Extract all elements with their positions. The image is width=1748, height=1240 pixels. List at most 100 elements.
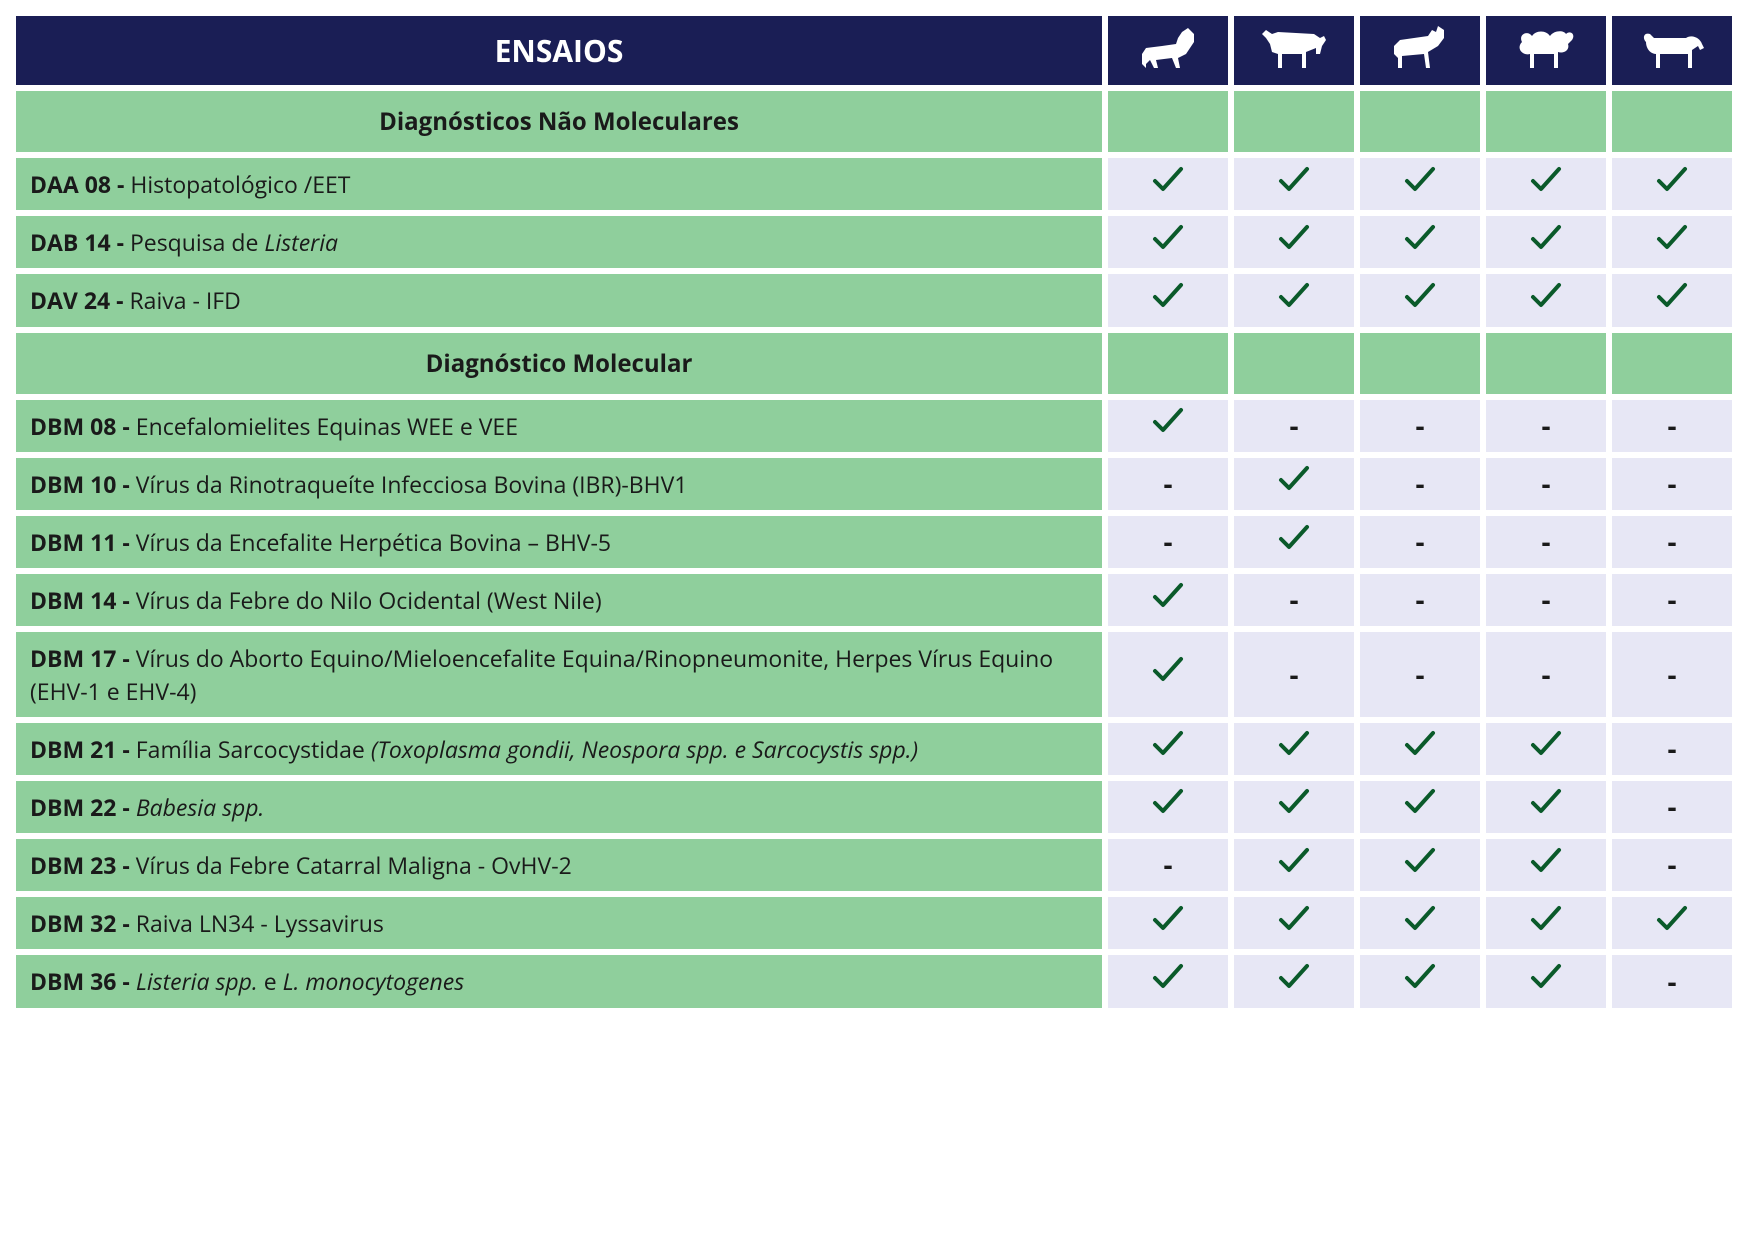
table-row: DBM 21 - Família Sarcocystidae (Toxoplas… bbox=[16, 723, 1732, 775]
value-cell bbox=[1360, 897, 1480, 949]
value-cell bbox=[1108, 574, 1228, 626]
check-icon bbox=[1151, 584, 1185, 622]
row-desc: Histopatológico /EET bbox=[124, 168, 350, 200]
section-animal-cell bbox=[1360, 91, 1480, 152]
value-cell: - bbox=[1234, 574, 1354, 626]
value-cell bbox=[1486, 158, 1606, 210]
dash-mark: - bbox=[1667, 581, 1676, 619]
header-animal-pig bbox=[1612, 16, 1732, 85]
row-desc: Raiva LN34 - Lyssavirus bbox=[130, 907, 384, 939]
check-icon bbox=[1655, 168, 1689, 206]
dash-mark: - bbox=[1289, 407, 1298, 445]
value-cell: - bbox=[1360, 574, 1480, 626]
section-animal-cell bbox=[1486, 91, 1606, 152]
section-animal-cell bbox=[1612, 91, 1732, 152]
row-code: DBM 11 - bbox=[30, 526, 130, 558]
row-code: DAV 24 - bbox=[30, 284, 124, 316]
value-cell bbox=[1612, 274, 1732, 326]
check-icon bbox=[1403, 284, 1437, 322]
row-label: DBM 22 - Babesia spp. bbox=[16, 781, 1102, 833]
section-title: Diagnósticos Não Moleculares bbox=[16, 91, 1102, 152]
check-icon bbox=[1151, 790, 1185, 828]
row-code: DBM 21 - bbox=[30, 733, 130, 765]
value-cell bbox=[1486, 955, 1606, 1007]
row-desc-italic: (Toxoplasma gondii, Neospora spp. e Sarc… bbox=[371, 733, 918, 765]
table-row: DBM 10 - Vírus da Rinotraqueíte Infeccio… bbox=[16, 458, 1732, 510]
value-cell bbox=[1108, 400, 1228, 452]
check-icon bbox=[1529, 168, 1563, 206]
section-row: Diagnósticos Não Moleculares bbox=[16, 91, 1732, 152]
value-cell bbox=[1612, 897, 1732, 949]
value-cell: - bbox=[1612, 723, 1732, 775]
row-label: DBM 10 - Vírus da Rinotraqueíte Infeccio… bbox=[16, 458, 1102, 510]
value-cell bbox=[1360, 216, 1480, 268]
goat-icon bbox=[1384, 55, 1456, 77]
value-cell: - bbox=[1612, 781, 1732, 833]
dash-mark: - bbox=[1415, 523, 1424, 561]
value-cell bbox=[1234, 955, 1354, 1007]
row-code: DBM 23 - bbox=[30, 849, 130, 881]
dash-mark: - bbox=[1163, 523, 1172, 561]
row-label: DBM 08 - Encefalomielites Equinas WEE e … bbox=[16, 400, 1102, 452]
check-icon bbox=[1529, 732, 1563, 770]
check-icon bbox=[1529, 226, 1563, 264]
section-animal-cell bbox=[1486, 333, 1606, 394]
check-icon bbox=[1529, 790, 1563, 828]
table-row: DBM 08 - Encefalomielites Equinas WEE e … bbox=[16, 400, 1732, 452]
value-cell: - bbox=[1612, 632, 1732, 716]
value-cell bbox=[1108, 955, 1228, 1007]
check-icon bbox=[1655, 226, 1689, 264]
check-icon bbox=[1151, 907, 1185, 945]
value-cell bbox=[1234, 516, 1354, 568]
header-title: ENSAIOS bbox=[16, 16, 1102, 85]
header-row: ENSAIOS bbox=[16, 16, 1732, 85]
row-desc: Vírus da Febre do Nilo Ocidental (West N… bbox=[130, 584, 602, 616]
value-cell: - bbox=[1234, 400, 1354, 452]
value-cell bbox=[1108, 723, 1228, 775]
section-animal-cell bbox=[1234, 91, 1354, 152]
table-row: DAV 24 - Raiva - IFD bbox=[16, 274, 1732, 326]
check-icon bbox=[1403, 790, 1437, 828]
row-label: DBM 11 - Vírus da Encefalite Herpética B… bbox=[16, 516, 1102, 568]
row-label: DBM 17 - Vírus do Aborto Equino/Mieloenc… bbox=[16, 632, 1102, 716]
row-label: DAB 14 - Pesquisa de Listeria bbox=[16, 216, 1102, 268]
check-icon bbox=[1529, 849, 1563, 887]
check-icon bbox=[1277, 732, 1311, 770]
value-cell: - bbox=[1360, 632, 1480, 716]
check-icon bbox=[1529, 284, 1563, 322]
value-cell: - bbox=[1486, 458, 1606, 510]
row-desc: Vírus da Febre Catarral Maligna - OvHV-2 bbox=[130, 849, 572, 881]
value-cell bbox=[1234, 897, 1354, 949]
row-label: DBM 23 - Vírus da Febre Catarral Maligna… bbox=[16, 839, 1102, 891]
check-icon bbox=[1151, 226, 1185, 264]
value-cell bbox=[1234, 723, 1354, 775]
value-cell: - bbox=[1612, 400, 1732, 452]
value-cell bbox=[1360, 158, 1480, 210]
table-row: DBM 14 - Vírus da Febre do Nilo Ocidenta… bbox=[16, 574, 1732, 626]
row-label: DBM 14 - Vírus da Febre do Nilo Ocidenta… bbox=[16, 574, 1102, 626]
row-code: DBM 17 - bbox=[30, 642, 130, 674]
dash-mark: - bbox=[1415, 656, 1424, 694]
check-icon bbox=[1277, 965, 1311, 1003]
value-cell bbox=[1234, 274, 1354, 326]
check-icon bbox=[1151, 732, 1185, 770]
row-desc: Pesquisa de bbox=[124, 226, 264, 258]
value-cell: - bbox=[1612, 839, 1732, 891]
value-cell: - bbox=[1612, 955, 1732, 1007]
row-desc: Vírus do Aborto Equino/Mieloencefalite E… bbox=[30, 642, 1053, 706]
table-row: DBM 23 - Vírus da Febre Catarral Maligna… bbox=[16, 839, 1732, 891]
check-icon bbox=[1277, 226, 1311, 264]
value-cell: - bbox=[1612, 516, 1732, 568]
dash-mark: - bbox=[1667, 656, 1676, 694]
dash-mark: - bbox=[1541, 656, 1550, 694]
dash-mark: - bbox=[1667, 407, 1676, 445]
table-row: DBM 36 - Listeria spp. e L. monocytogene… bbox=[16, 955, 1732, 1007]
table-body: Diagnósticos Não MolecularesDAA 08 - His… bbox=[16, 91, 1732, 1008]
dash-mark: - bbox=[1289, 656, 1298, 694]
value-cell: - bbox=[1108, 458, 1228, 510]
check-icon bbox=[1403, 732, 1437, 770]
value-cell bbox=[1108, 216, 1228, 268]
check-icon bbox=[1403, 168, 1437, 206]
check-icon bbox=[1151, 965, 1185, 1003]
value-cell bbox=[1486, 839, 1606, 891]
